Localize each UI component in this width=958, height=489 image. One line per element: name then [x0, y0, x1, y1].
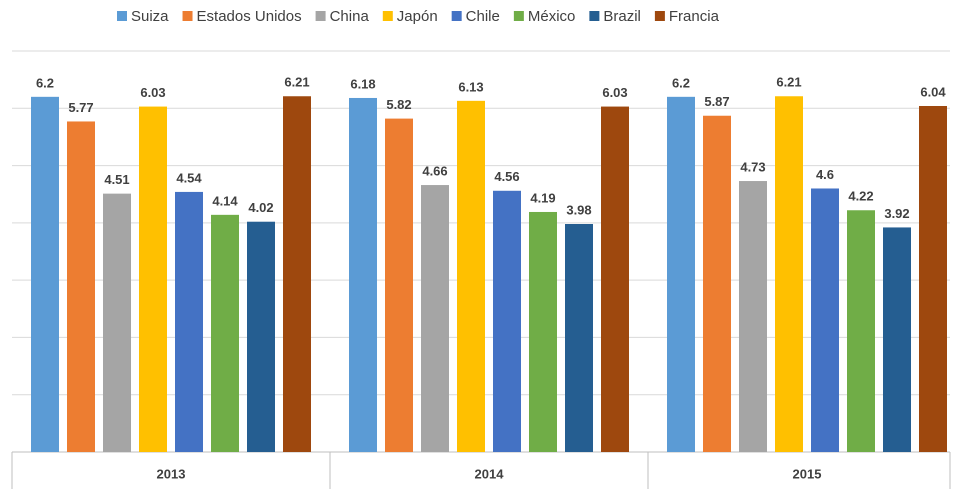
- legend-swatch: [315, 11, 326, 21]
- legend-swatch: [382, 11, 393, 21]
- bar: [883, 227, 911, 452]
- bar: [493, 190, 521, 452]
- value-label: 6.13: [458, 79, 483, 94]
- value-label: 5.77: [68, 100, 93, 115]
- legend-swatch: [182, 11, 193, 21]
- bar: [139, 106, 167, 453]
- bar: [67, 121, 95, 452]
- bar: [103, 193, 131, 453]
- legend-label: México: [528, 8, 576, 25]
- bar: [919, 105, 947, 452]
- bar: [457, 100, 485, 453]
- value-label: 6.03: [602, 85, 627, 100]
- x-tick-label: 2013: [157, 466, 186, 481]
- x-tick-label: 2015: [793, 466, 822, 481]
- legend-label: Francia: [669, 8, 720, 25]
- legend-swatch: [117, 11, 127, 21]
- legend-label: Brazil: [603, 8, 641, 25]
- value-label: 4.02: [248, 200, 273, 215]
- value-label: 5.87: [704, 94, 729, 109]
- bar: [31, 96, 59, 452]
- bar: [175, 191, 203, 452]
- legend-swatch: [589, 11, 600, 21]
- bar: [247, 221, 275, 452]
- bar: [385, 118, 413, 453]
- value-label: 3.98: [566, 202, 591, 217]
- legend-label: Chile: [466, 8, 500, 25]
- value-label: 6.21: [776, 75, 801, 90]
- bar: [703, 115, 731, 453]
- value-label: 4.66: [422, 163, 447, 178]
- bar: [667, 96, 695, 452]
- value-label: 4.56: [494, 169, 519, 184]
- bar: [601, 106, 629, 453]
- value-label: 6.03: [140, 85, 165, 100]
- bar: [283, 96, 311, 453]
- value-label: 5.82: [386, 97, 411, 112]
- legend-label: Estados Unidos: [197, 8, 302, 25]
- value-label: 6.2: [36, 75, 54, 90]
- legend-label: China: [330, 8, 370, 25]
- bar: [811, 188, 839, 452]
- value-label: 6.2: [672, 75, 690, 90]
- bar: [211, 214, 239, 452]
- x-tick-label: 2014: [475, 466, 505, 481]
- bar: [739, 181, 767, 452]
- value-label: 4.73: [740, 159, 765, 174]
- bar: [847, 210, 875, 452]
- bar: [565, 224, 593, 452]
- legend-swatch: [654, 11, 665, 21]
- value-label: 4.19: [530, 190, 555, 205]
- legend-swatch: [451, 11, 462, 21]
- legend-swatch: [513, 11, 524, 21]
- value-label: 4.51: [104, 172, 129, 187]
- value-label: 6.21: [284, 75, 309, 90]
- value-label: 6.18: [350, 76, 375, 91]
- bar: [349, 97, 377, 452]
- value-label: 3.92: [884, 206, 909, 221]
- value-label: 6.04: [920, 84, 946, 99]
- bar: [775, 96, 803, 453]
- value-label: 4.6: [816, 167, 834, 182]
- value-label: 4.22: [848, 189, 873, 204]
- legend-label: Japón: [397, 8, 438, 25]
- legend-label: Suiza: [131, 8, 169, 25]
- bar: [529, 211, 557, 452]
- bar: [421, 185, 449, 452]
- value-label: 4.14: [212, 193, 238, 208]
- value-label: 4.54: [176, 170, 202, 185]
